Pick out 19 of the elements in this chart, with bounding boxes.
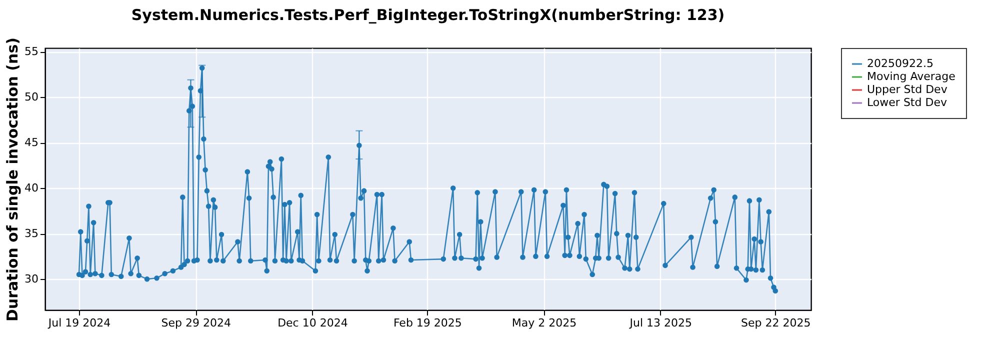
y-tick-label: 30 [24,272,38,286]
y-tick-label: 35 [24,227,38,240]
y-tick-label: 55 [24,45,38,58]
x-tick-label: May 2 2025 [512,316,577,330]
x-tick-label: Feb 19 2025 [393,316,462,330]
x-tick-label: Dec 10 2024 [278,316,348,330]
chart-title: System.Numerics.Tests.Perf_BigInteger.ToStringX(numberString: 123) [131,6,725,24]
legend-label: Lower Std Dev [867,96,948,109]
legend-label: Moving Average [867,70,956,83]
legend-label: 20250922.5 [867,57,934,70]
y-tick-label: 45 [24,136,38,150]
y-tick-label: 40 [24,182,38,195]
x-tick-label: Sep 22 2025 [741,316,811,330]
legend-label: Upper Std Dev [867,83,948,96]
x-tick-label: Jul 19 2024 [47,316,111,330]
y-tick-label: 50 [24,90,38,104]
y-axis-title: Duration of single invocation (ns) [4,38,22,322]
x-tick-label: Jul 13 2025 [628,316,692,330]
x-tick-label: Sep 29 2024 [161,316,231,330]
